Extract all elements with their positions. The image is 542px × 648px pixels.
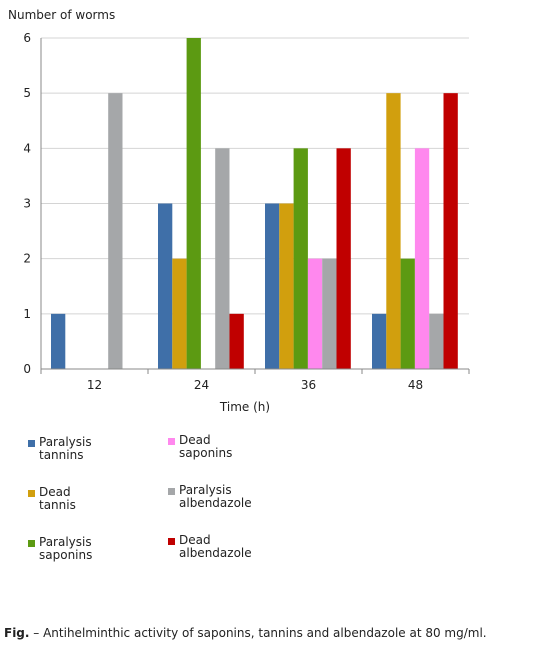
bar xyxy=(279,203,294,369)
bar xyxy=(386,93,401,370)
bar xyxy=(372,313,387,369)
x-tick-label: 24 xyxy=(194,378,209,392)
legend-swatch xyxy=(28,490,35,497)
x-axis-label: Time (h) xyxy=(219,400,270,414)
y-tick-label: 0 xyxy=(23,362,31,376)
bar xyxy=(51,313,66,369)
y-tick-label: 4 xyxy=(23,141,31,155)
y-tick-label: 6 xyxy=(23,31,31,45)
x-tick-label: 36 xyxy=(301,378,316,392)
legend-swatch xyxy=(168,488,175,495)
legend-swatch xyxy=(168,438,175,445)
bar xyxy=(400,258,415,369)
bar xyxy=(336,148,351,369)
legend-swatch xyxy=(28,440,35,447)
figure-caption: Fig. – Antihelminthic activity of saponi… xyxy=(4,626,540,640)
legend-label: Dead albendazole xyxy=(179,533,252,560)
legend-item: Dead albendazole xyxy=(168,534,252,560)
legend-swatch xyxy=(168,538,175,545)
y-tick-label: 3 xyxy=(23,197,31,211)
bars xyxy=(51,38,458,370)
legend-item: Paralysis saponins xyxy=(28,536,92,562)
bar xyxy=(265,203,280,369)
axes xyxy=(40,38,470,374)
bar xyxy=(172,258,187,369)
legend-item: Dead saponins xyxy=(168,434,232,460)
x-tick-label: 12 xyxy=(87,378,102,392)
y-axis-label: Number of worms xyxy=(8,8,115,22)
legend-label: Paralysis saponins xyxy=(39,535,93,562)
bar xyxy=(443,93,458,370)
y-tick-label: 5 xyxy=(23,86,31,100)
bar xyxy=(429,313,444,369)
bar xyxy=(414,148,430,369)
bar xyxy=(108,93,123,370)
legend-item: Dead tannis xyxy=(28,486,76,512)
bar xyxy=(158,203,173,369)
bar xyxy=(322,258,337,369)
legend-label: Dead saponins xyxy=(179,433,233,460)
y-tick-labels: 0 1 2 3 4 5 6 xyxy=(23,31,31,376)
legend-label: Paralysis tannins xyxy=(39,435,92,462)
legend-item: Paralysis tannins xyxy=(28,436,92,462)
legend: Paralysis tannins Dead tannis Paralysis sa… xyxy=(0,430,542,590)
x-tick-labels: 12 24 36 48 xyxy=(87,378,423,392)
legend-label: Paralysis albendazole xyxy=(179,483,252,510)
y-tick-label: 2 xyxy=(23,252,31,266)
legend-item: Paralysis albendazole xyxy=(168,484,252,510)
caption-prefix: Fig. xyxy=(4,626,30,640)
x-tick-label: 48 xyxy=(408,378,423,392)
legend-swatch xyxy=(28,540,35,547)
bar xyxy=(229,313,244,369)
legend-label: Dead tannis xyxy=(39,485,76,512)
bar xyxy=(215,148,230,369)
bar xyxy=(186,38,201,369)
caption-text: – Antihelminthic activity of saponins, t… xyxy=(29,626,487,640)
bar xyxy=(307,258,323,369)
y-tick-label: 1 xyxy=(23,307,31,321)
bar xyxy=(293,148,308,369)
